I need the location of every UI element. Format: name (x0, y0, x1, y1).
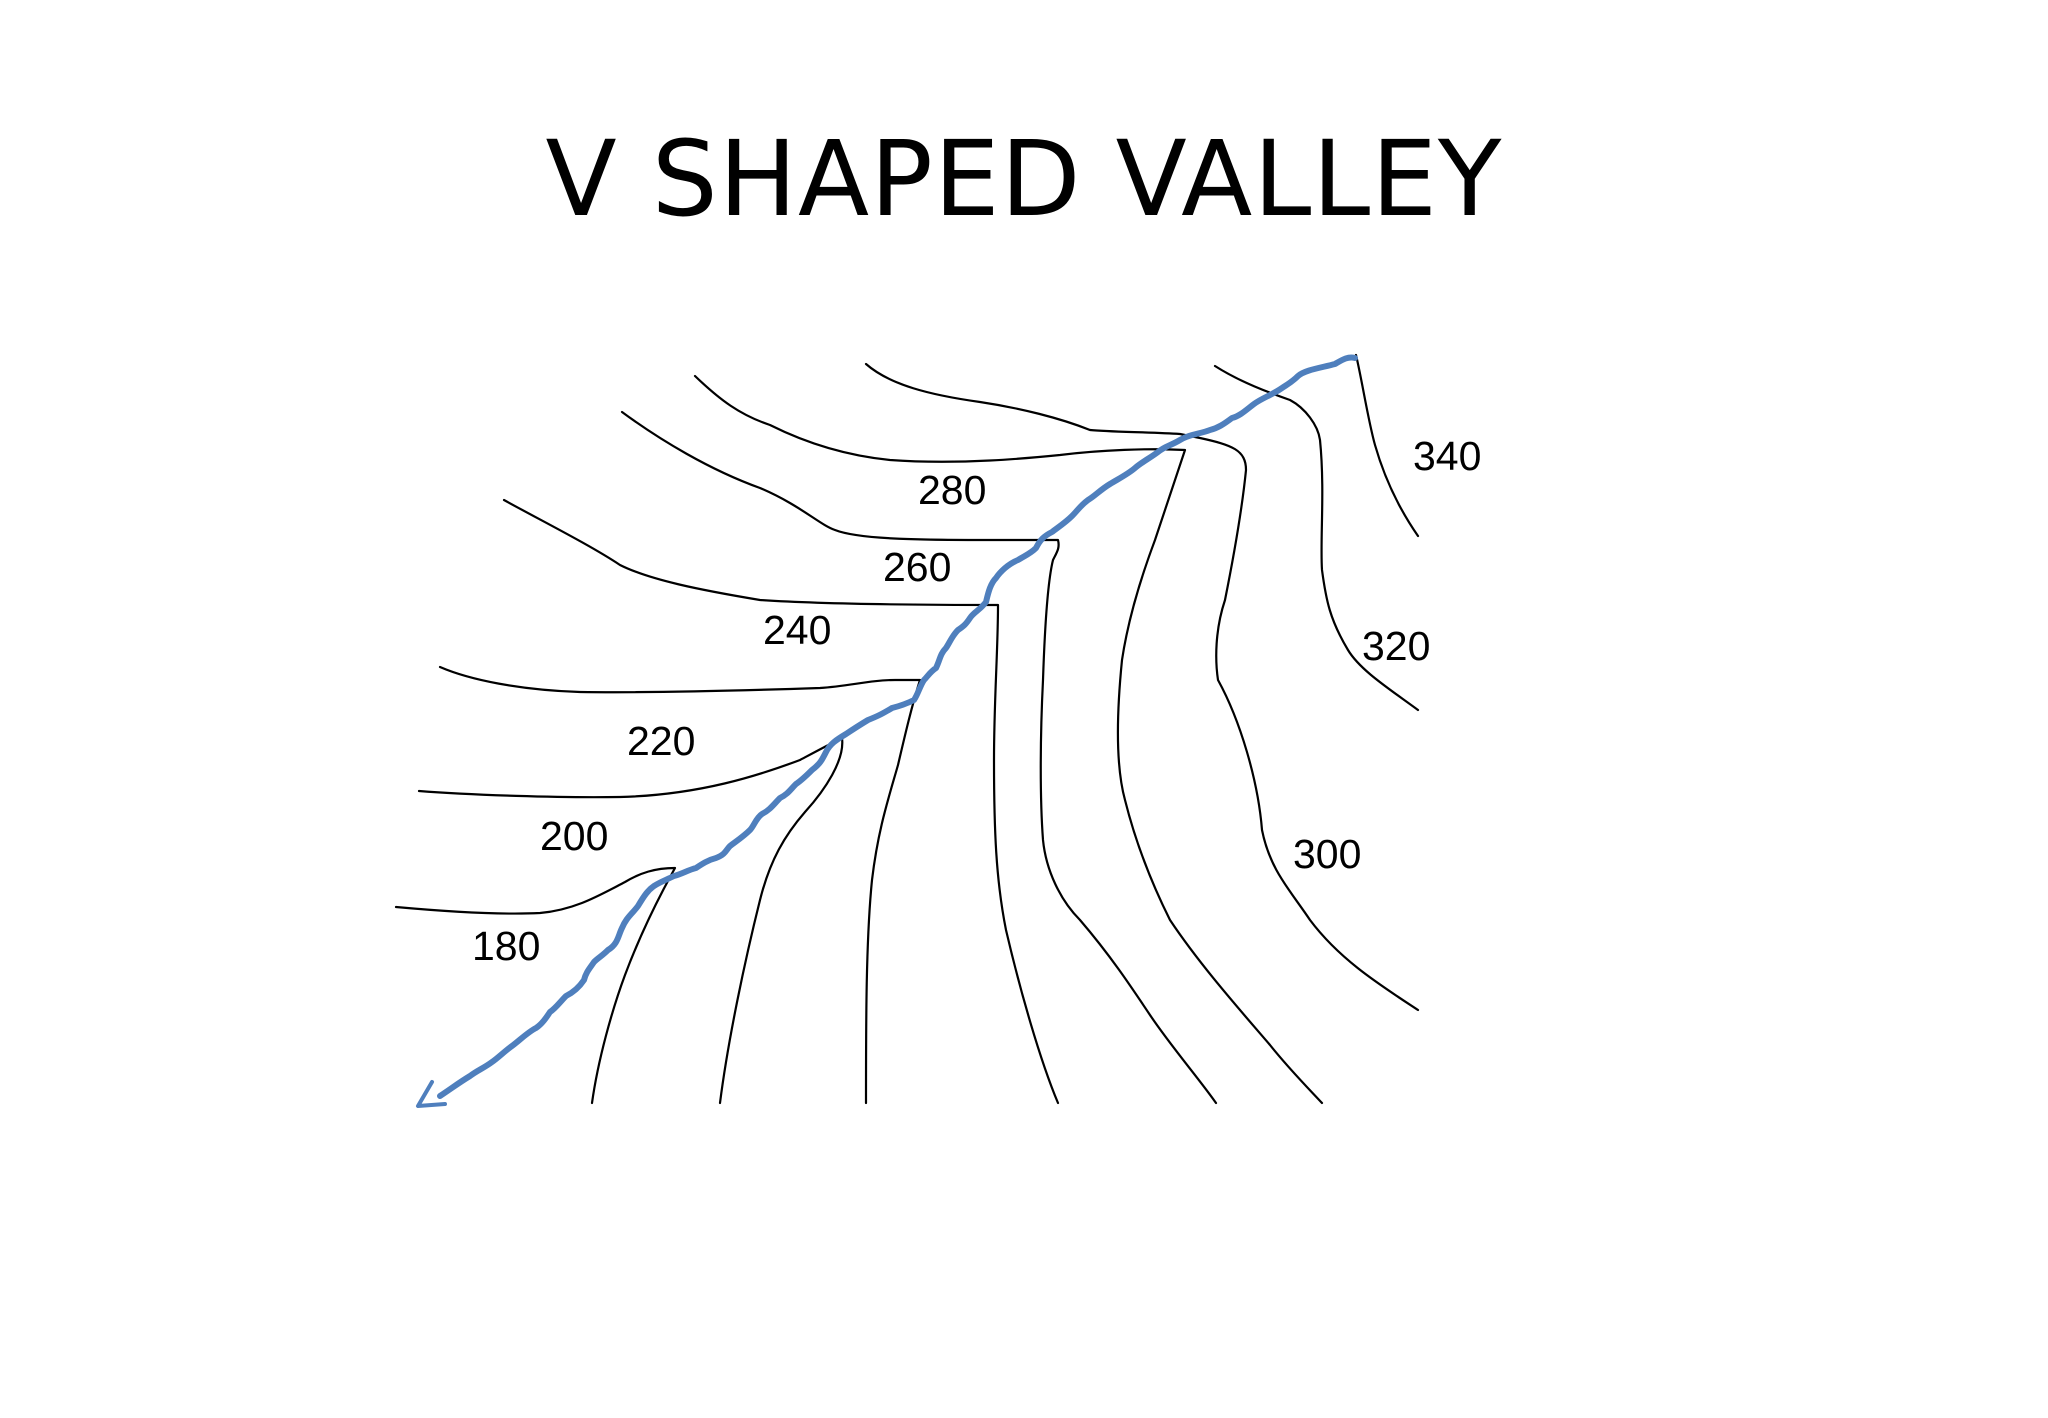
contour-label-200: 200 (540, 813, 608, 859)
diagram-title: V SHAPED VALLEY (545, 118, 1503, 240)
contour-line-340 (1354, 353, 1420, 538)
contour-line-200 (417, 736, 844, 1105)
river-arrowhead (416, 1080, 447, 1108)
contour-label-340: 340 (1413, 433, 1481, 479)
contour-line-320 (1213, 364, 1420, 712)
contour-line-300 (864, 362, 1420, 1012)
contour-labels: 180 200 220 240 260 280 300 320 340 (472, 433, 1481, 969)
contour-label-240: 240 (763, 607, 831, 653)
contour-label-220: 220 (627, 718, 695, 764)
contour-line-180 (394, 866, 677, 1105)
river (416, 354, 1358, 1108)
contour-label-260: 260 (883, 544, 951, 590)
contour-label-280: 280 (918, 467, 986, 513)
contour-label-300: 300 (1293, 831, 1361, 877)
river-line (437, 354, 1358, 1099)
contour-line-220 (438, 665, 922, 1105)
contour-label-320: 320 (1362, 623, 1430, 669)
contour-lines (394, 353, 1420, 1105)
contour-line-240 (502, 498, 1060, 1105)
contour-line-280 (693, 374, 1324, 1105)
contour-line-260 (620, 410, 1218, 1105)
contour-label-180: 180 (472, 923, 540, 969)
